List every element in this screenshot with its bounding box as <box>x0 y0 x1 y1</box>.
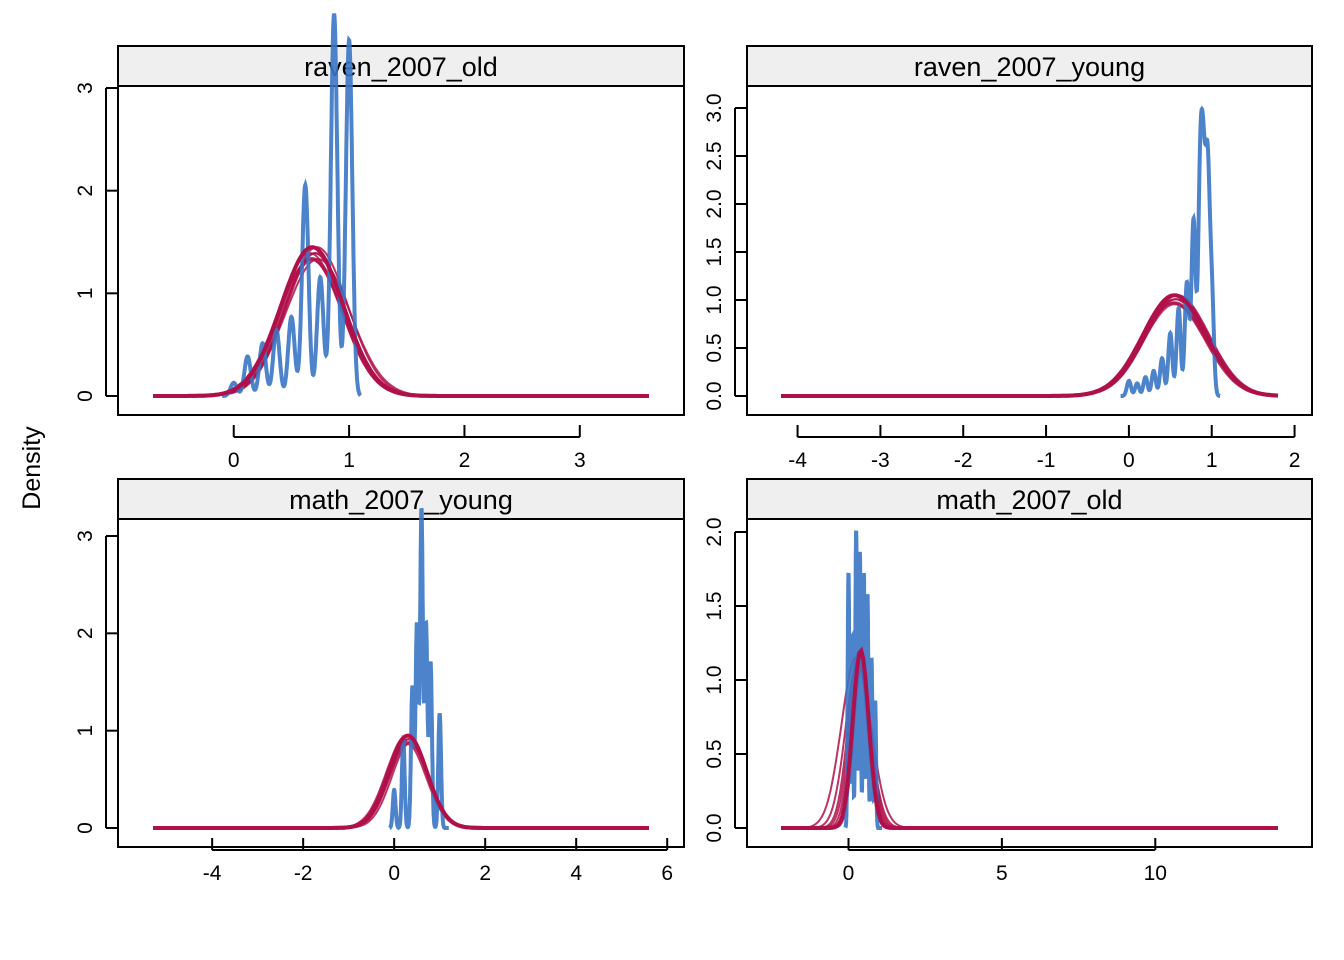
y-tick-label: 0 <box>74 822 97 834</box>
y-tick-label: 2.5 <box>703 141 726 170</box>
x-tick-label: 0 <box>388 862 400 885</box>
y-tick-label: 2 <box>74 627 97 639</box>
panel-math-2007-old: math_2007_old 0.0 0.5 1.0 1.5 2.0 0 5 10 <box>703 478 1313 885</box>
x-tick-label: 2 <box>479 862 491 885</box>
y-tick-label: 1.0 <box>703 285 726 314</box>
panel-frame <box>117 518 685 848</box>
observed-density-line <box>388 507 449 831</box>
y-axis: 0 1 2 3 <box>74 530 118 834</box>
panel-frame <box>746 85 1313 416</box>
y-tick-label: 1 <box>74 287 97 299</box>
y-tick-label: 0.0 <box>703 381 726 410</box>
y-tick-label: 0.5 <box>703 333 726 362</box>
x-tick-label: -4 <box>788 449 807 472</box>
observed-density-line <box>1120 105 1221 398</box>
x-axis: -4 -3 -2 -1 0 1 2 <box>788 425 1300 472</box>
y-axis: 0 1 2 3 <box>74 82 118 402</box>
y-axis: 0.0 0.5 1.0 1.5 2.0 2.5 3.0 <box>703 93 747 411</box>
x-tick-label: 1 <box>1206 449 1218 472</box>
panel-math-2007-young: math_2007_young 0 1 2 3 -4 -2 0 2 4 6 <box>74 478 685 885</box>
y-tick-label: 1.5 <box>703 591 726 620</box>
strip-header <box>117 478 685 520</box>
x-axis: 0 5 10 <box>843 838 1167 885</box>
observed-density-line <box>221 13 363 398</box>
y-axis-label: Density <box>18 426 46 510</box>
x-tick-label: 4 <box>570 862 582 885</box>
strip-header <box>746 478 1313 520</box>
x-axis: -4 -2 0 2 4 6 <box>203 838 673 885</box>
x-tick-label: 2 <box>459 449 471 472</box>
x-tick-label: 10 <box>1144 862 1167 885</box>
x-tick-label: -2 <box>954 449 973 472</box>
strip-header <box>746 45 1313 87</box>
x-tick-label: 0 <box>228 449 240 472</box>
y-tick-label: 3 <box>74 530 97 542</box>
x-tick-label: -2 <box>294 862 313 885</box>
panel-raven-2007-young: raven_2007_young0.00.51.01.52.02.53.0-4-… <box>703 45 1313 472</box>
y-tick-label: 1.0 <box>703 665 726 694</box>
x-tick-label: 5 <box>996 862 1008 885</box>
y-axis: 0.0 0.5 1.0 1.5 2.0 <box>703 517 747 843</box>
y-tick-label: 3 <box>74 82 97 94</box>
x-tick-label: 6 <box>661 862 673 885</box>
x-tick-label: -3 <box>871 449 890 472</box>
y-tick-label: 1.5 <box>703 237 726 266</box>
y-tick-label: 2.0 <box>703 517 726 546</box>
strip-header <box>117 45 685 87</box>
replicated-density-line-mean <box>781 646 1278 830</box>
observed-density-line <box>843 530 883 830</box>
x-axis: 0 1 2 3 <box>228 425 586 472</box>
y-tick-label: 2.0 <box>703 189 726 218</box>
y-tick-label: 0 <box>74 390 97 402</box>
y-tick-label: 2 <box>74 185 97 197</box>
x-tick-label: 3 <box>574 449 586 472</box>
y-tick-label: 3.0 <box>703 93 726 122</box>
panel-title: math_2007_young <box>289 485 513 515</box>
y-tick-label: 0.0 <box>703 813 726 842</box>
x-tick-label: -4 <box>203 862 222 885</box>
x-tick-label: 2 <box>1289 449 1301 472</box>
panel-frame <box>746 518 1313 848</box>
replicated-density-line-mean <box>153 733 649 830</box>
panel-title: math_2007_old <box>936 485 1122 515</box>
x-tick-label: 0 <box>1123 449 1135 472</box>
x-tick-label: 0 <box>843 862 855 885</box>
panel-frame <box>117 85 685 416</box>
replicated-density-line-mean <box>781 293 1278 398</box>
x-tick-label: 1 <box>343 449 355 472</box>
y-tick-label: 1 <box>74 725 97 737</box>
x-tick-label: -1 <box>1037 449 1056 472</box>
y-tick-label: 0.5 <box>703 739 726 768</box>
panel-title: raven_2007_young <box>914 52 1145 82</box>
replicated-density-line-mean <box>153 245 649 398</box>
